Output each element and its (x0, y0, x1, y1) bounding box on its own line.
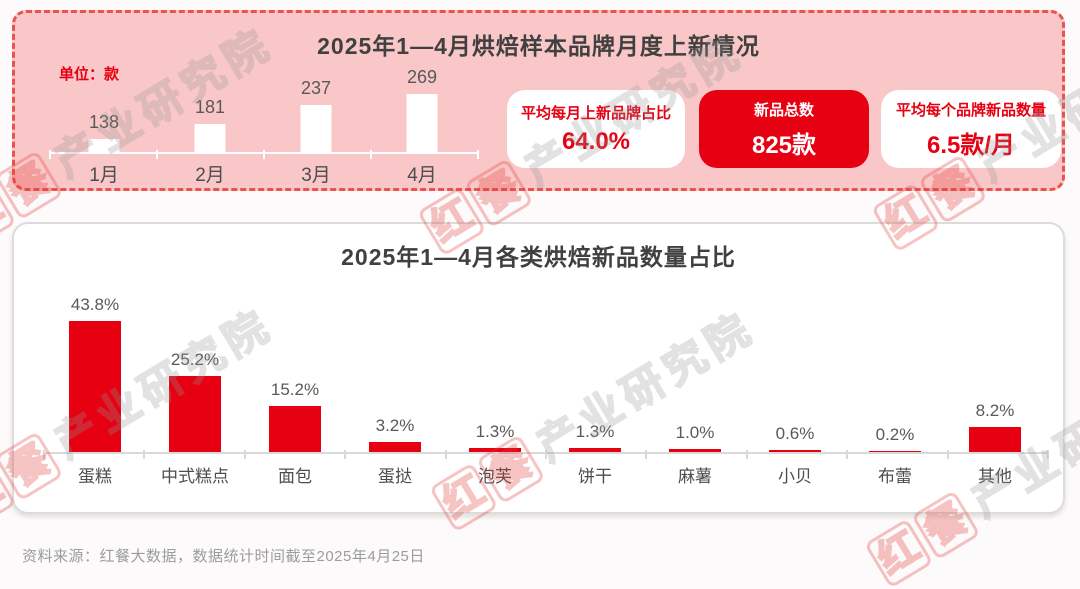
bar-value-label: 1.0% (675, 423, 715, 442)
axis-tick (344, 450, 347, 459)
bar (269, 406, 321, 452)
category-labels-row: 蛋糕 中式糕点 面包 蛋挞 泡芙 饼干 麻薯 小贝 布蕾 其他 (45, 462, 1045, 487)
bar-column-3月: 237 (263, 78, 369, 152)
bar-column-其他: 8.2% (945, 308, 1045, 452)
bar (300, 104, 332, 152)
monthly-bar-chart-plot: 138 181 237 269 (51, 67, 475, 152)
infographic-root: 2025年1—4月烘焙样本品牌月度上新情况 单位：款 138 181 237 269 … (0, 10, 1080, 589)
category-label: 蛋挞 (378, 467, 412, 486)
stat-card-label: 平均每月上新品牌占比 (520, 105, 671, 122)
axis-tick (477, 150, 479, 159)
category-label: 面包 (278, 467, 312, 486)
bar (769, 450, 821, 452)
category-label: 饼干 (578, 467, 612, 486)
bar-value-label: 0.2% (875, 425, 915, 444)
bar-value-label: 269 (406, 66, 438, 87)
axis-tick (645, 450, 648, 459)
bar (406, 93, 438, 152)
bar-column-4月: 269 (369, 67, 475, 152)
axis-tick (243, 450, 246, 459)
bar (169, 376, 221, 452)
bar-column-1月: 138 (51, 90, 157, 152)
axis-tick (946, 450, 949, 459)
stat-card-avg-products-per-brand: 平均每个品牌新品数量 6.5款/月 (881, 90, 1061, 168)
stat-card-avg-monthly-brand-ratio: 平均每月上新品牌占比 64.0% (507, 90, 685, 168)
bar-value-label: 1.3% (475, 422, 515, 442)
category-label: 其他 (978, 467, 1012, 486)
stat-card-value: 64.0% (561, 128, 631, 155)
monthly-launch-panel: 2025年1—4月烘焙样本品牌月度上新情况 单位：款 138 181 237 269 … (12, 10, 1065, 191)
stat-card-value: 825款 (751, 131, 817, 159)
axis-tick (846, 450, 849, 459)
bar-column-蛋糕: 43.8% (45, 295, 145, 452)
category-label: 4月 (407, 165, 437, 186)
bar-value-label: 43.8% (70, 294, 120, 314)
axis-tick (745, 450, 748, 459)
stat-card-label: 新品总数 (753, 101, 814, 119)
category-label: 布蕾 (878, 467, 912, 486)
stat-card-total-new-products: 新品总数 825款 (699, 90, 869, 168)
bar (194, 124, 226, 152)
bottom-panel-title: 2025年1—4月各类烘焙新品数量占比 (341, 244, 736, 270)
category-label: 泡芙 (478, 467, 512, 486)
bar (469, 448, 521, 452)
bar-value-label: 25.2% (170, 350, 220, 370)
bar (969, 427, 1021, 452)
bar (88, 138, 120, 152)
bar-column-蛋挞: 3.2% (345, 308, 445, 452)
category-share-panel: 2025年1—4月各类烘焙新品数量占比 43.8% 25.2% 15.2% 3.2% 1… (12, 222, 1065, 514)
bar-value-label: 237 (300, 77, 332, 98)
bar-column-2月: 181 (157, 90, 263, 152)
axis-tick (263, 150, 265, 159)
axis-tick (43, 450, 45, 459)
bar-value-label: 1.3% (575, 422, 615, 442)
axis-tick (156, 150, 158, 159)
category-bar-chart-plot: 43.8% 25.2% 15.2% 3.2% 1.3% 1.3% 1.0% 0.6% 0.2% 8… (45, 295, 1045, 452)
bar-value-label: 0.6% (775, 424, 815, 444)
bar-value-label: 138 (88, 111, 120, 132)
month-labels-row: 1月 2月 3月 4月 (51, 160, 475, 187)
bar (69, 320, 121, 452)
axis-tick (49, 150, 51, 159)
source-note: 资料来源：红餐大数据，数据统计时间截至2025年4月25日 (22, 548, 425, 565)
axis-tick (1047, 450, 1049, 459)
bar-column-小贝: 0.6% (745, 308, 845, 452)
bar-column-中式糕点: 25.2% (145, 308, 245, 452)
axis-tick (545, 450, 547, 459)
bar (669, 449, 721, 452)
unit-label: 单位：款 (59, 66, 120, 83)
top-panel-title: 2025年1—4月烘焙样本品牌月度上新情况 (317, 33, 760, 59)
axis-tick (143, 450, 146, 459)
bar-column-饼干: 1.3% (545, 308, 645, 452)
axis-tick (444, 450, 447, 459)
bar-column-面包: 15.2% (245, 308, 345, 452)
category-label: 2月 (195, 165, 225, 186)
bar-value-label: 181 (194, 97, 226, 118)
watermark-brand-char: 红 (863, 518, 934, 589)
axis-tick (370, 150, 372, 159)
category-label: 中式糕点 (161, 467, 229, 486)
bar (569, 448, 621, 452)
bar-column-布蕾: 0.2% (845, 308, 945, 452)
bar (369, 442, 421, 452)
bar-column-泡芙: 1.3% (445, 308, 545, 452)
monthly-chart-axis-line (49, 150, 479, 159)
bar-value-label: 3.2% (375, 416, 415, 436)
category-label: 麻薯 (678, 467, 712, 486)
bar-value-label: 15.2% (270, 380, 320, 400)
stat-card-label: 平均每个品牌新品数量 (895, 101, 1046, 119)
stat-card-value: 6.5款/月 (926, 131, 1016, 159)
category-label: 小贝 (778, 467, 812, 486)
category-label: 蛋糕 (78, 467, 112, 486)
bar-column-麻薯: 1.0% (645, 308, 745, 452)
bar-value-label: 8.2% (975, 401, 1015, 421)
bar (869, 451, 921, 452)
category-label: 3月 (301, 165, 331, 186)
category-chart-axis-line (43, 450, 1049, 459)
category-label: 1月 (89, 165, 119, 186)
